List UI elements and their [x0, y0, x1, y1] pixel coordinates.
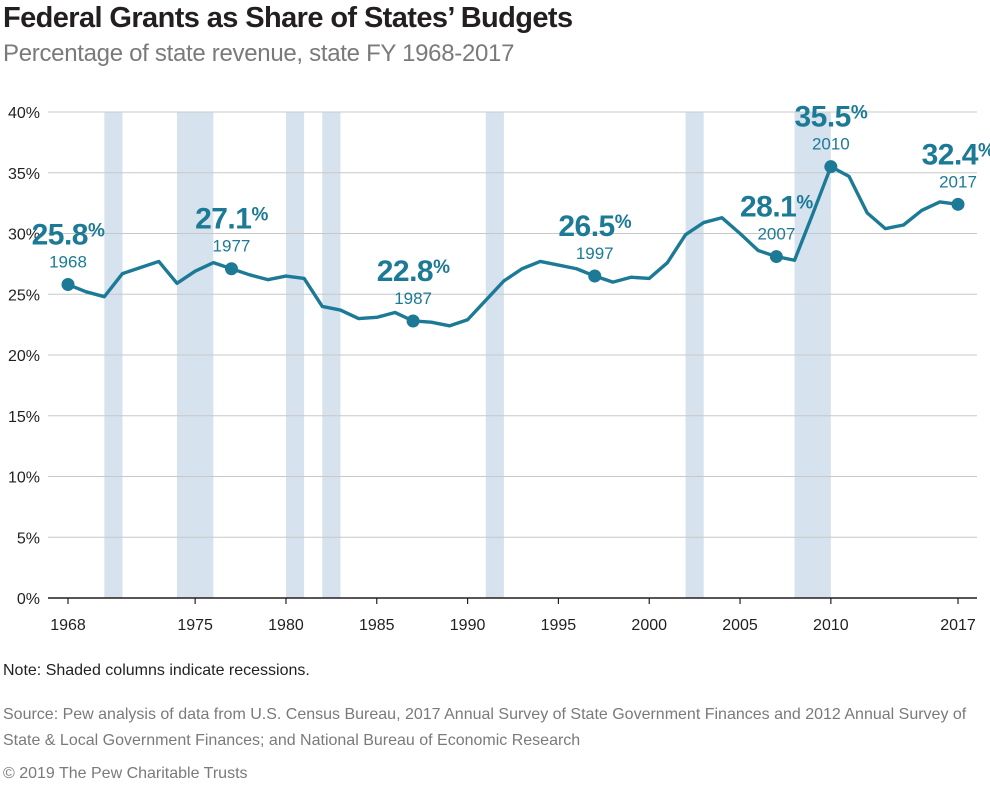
y-tick-label: 5% — [17, 530, 40, 547]
annotation-percent: % — [796, 193, 813, 214]
y-tick-label: 0% — [17, 591, 40, 608]
annotation-percent: % — [433, 257, 450, 278]
y-tick-label: 35% — [8, 166, 40, 183]
y-tick-label: 15% — [8, 409, 40, 426]
x-tick-label: 2010 — [813, 617, 849, 634]
series-line — [66, 164, 960, 328]
chart-subtitle: Percentage of state revenue, state FY 19… — [3, 40, 515, 67]
annotation-year: 1997 — [576, 244, 614, 263]
x-tick-label: 2005 — [722, 617, 758, 634]
annotation-percent: % — [615, 212, 632, 233]
data-point — [769, 250, 783, 264]
series-path — [66, 164, 960, 328]
x-axis-labels: 1968 1975 1980 1985 1990 1995 2000 2005 2010 2017 — [50, 598, 976, 634]
annotation-year: 2010 — [812, 135, 850, 154]
annotation-percent: % — [978, 140, 990, 161]
annotation-year: 2017 — [939, 172, 977, 191]
annotation-value: 25.8% — [32, 219, 105, 252]
annotation-value: 28.1% — [740, 191, 813, 224]
annotation-value: 27.1% — [195, 203, 268, 236]
x-tick-label: 1975 — [177, 617, 213, 634]
data-point — [224, 262, 238, 276]
annotation-year: 1977 — [213, 237, 251, 256]
annotation-percent: % — [851, 103, 868, 124]
x-tick-label: 2017 — [940, 617, 976, 634]
gridlines — [48, 111, 977, 599]
y-tick-label: 25% — [8, 287, 40, 304]
annotation-value: 26.5% — [558, 210, 631, 243]
y-tick-label: 40% — [8, 105, 40, 122]
copyright: © 2019 The Pew Charitable Trusts — [3, 765, 248, 782]
annotation-year: 1987 — [394, 289, 432, 308]
annotation-value: 32.4% — [922, 138, 990, 171]
data-point — [951, 197, 965, 211]
annotation-percent: % — [88, 221, 105, 242]
y-tick-label: 10% — [8, 470, 40, 487]
data-point — [406, 314, 420, 328]
chart-note: Note: Shaded columns indicate recessions… — [3, 662, 310, 679]
x-tick-label: 1985 — [359, 617, 395, 634]
highlight-points — [61, 160, 965, 328]
x-tick-label: 1990 — [450, 617, 486, 634]
chart-source: Source: Pew analysis of data from U.S. C… — [3, 706, 967, 749]
data-point — [824, 160, 838, 174]
y-tick-label: 20% — [8, 348, 40, 365]
annotation-year: 2007 — [757, 225, 795, 244]
x-tick-label: 1980 — [268, 617, 304, 634]
x-tick-label: 2000 — [631, 617, 667, 634]
line-chart: 0%5%10%15%20%25%30%35%40% 1968 1975 1980 19… — [8, 101, 990, 634]
x-tick-label: 1968 — [50, 617, 86, 634]
annotation-percent: % — [251, 205, 268, 226]
y-tick-label: 30% — [8, 227, 40, 244]
annotation-value: 22.8% — [377, 255, 450, 288]
data-point — [588, 269, 602, 283]
x-tick-label: 1995 — [541, 617, 577, 634]
annotation-year: 1968 — [49, 253, 87, 272]
annotation-value: 35.5% — [794, 101, 867, 134]
chart-title: Federal Grants as Share of States’ Budge… — [3, 2, 573, 34]
data-point — [61, 278, 75, 292]
y-axis-labels: 0% 5% 10% 15% 20% 25% 30% 35% 40% — [8, 105, 40, 608]
